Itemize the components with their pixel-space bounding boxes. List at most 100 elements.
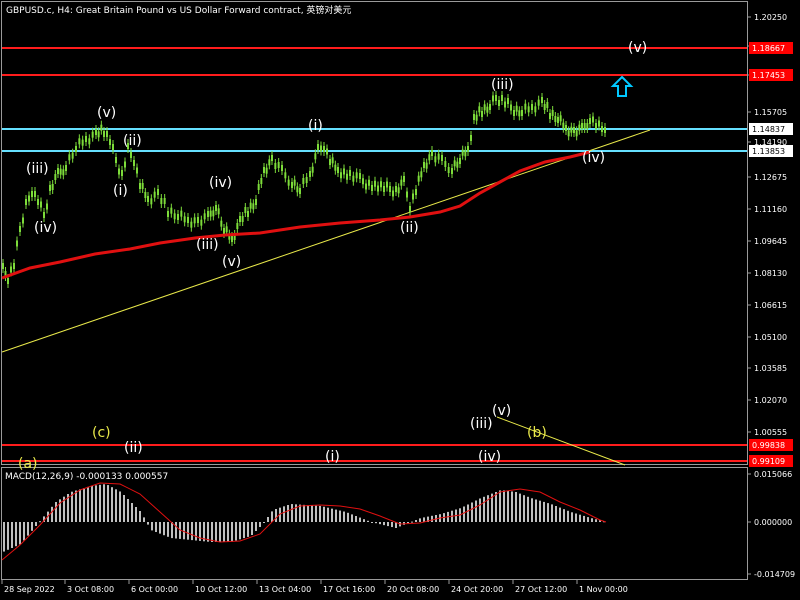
macd-bar (371, 522, 373, 523)
candle-body (527, 106, 530, 113)
macd-bar (59, 499, 61, 522)
macd-bar (287, 505, 289, 522)
candle-body (417, 175, 420, 182)
up-arrow-icon (610, 75, 634, 97)
macd-bar (303, 504, 305, 522)
candle-body (515, 105, 518, 112)
candle-body (217, 208, 220, 215)
macd-bar (267, 517, 269, 522)
candle-body (320, 145, 322, 152)
macd-bar (331, 508, 333, 522)
candle-body (589, 118, 591, 124)
candle-body (492, 95, 494, 102)
price-tick-label: 1.15705 (754, 108, 787, 117)
candle-body (531, 104, 533, 110)
candle-body (346, 173, 348, 180)
macd-bar (23, 522, 25, 541)
macd-bar (187, 522, 189, 540)
wave-label: (iv) (478, 449, 501, 465)
candle-body (478, 106, 481, 113)
candle-body (481, 111, 483, 117)
macd-bar (471, 502, 473, 522)
macd-bar (423, 517, 425, 522)
macd-bar (199, 522, 201, 541)
candle-body (190, 221, 193, 228)
time-tick-label: 20 Oct 08:00 (387, 585, 439, 594)
candle-body (200, 219, 203, 226)
candle-body (309, 171, 311, 177)
candle-body (598, 120, 600, 127)
candle-body (406, 191, 408, 198)
candle-body (109, 139, 111, 145)
macd-bar (355, 516, 357, 522)
candle-body (507, 98, 509, 104)
macd-bar (583, 515, 585, 522)
macd-bar (31, 522, 33, 531)
candle-body (81, 139, 84, 146)
candle-body (546, 102, 549, 108)
candle-body (374, 180, 376, 187)
candle-body (112, 144, 114, 150)
macd-bar (543, 501, 545, 522)
candle-body (352, 175, 355, 182)
candle-body (57, 168, 59, 174)
wave-label: (iv) (209, 175, 232, 191)
macd-bar (259, 522, 261, 527)
candle-body (7, 278, 9, 284)
macd-bar (523, 495, 525, 522)
macd-bar (599, 520, 601, 522)
ascending-trendline[interactable] (1, 129, 651, 353)
macd-histogram (3, 484, 605, 552)
macd-bar (535, 499, 537, 522)
descending-trendline[interactable] (496, 416, 626, 466)
candle-body (461, 149, 464, 156)
time-tick-label: 13 Oct 04:00 (259, 585, 311, 594)
macd-bar (595, 519, 597, 522)
candle-body (287, 179, 290, 186)
candle-body (40, 201, 42, 208)
candle-body (49, 185, 51, 191)
time-tick-label: 10 Oct 12:00 (195, 585, 247, 594)
macd-bar (11, 522, 13, 548)
candle-body (570, 126, 573, 133)
time-tick-label: 17 Oct 16:00 (323, 585, 375, 594)
candle-body (397, 187, 400, 194)
candle-body (447, 167, 450, 173)
candle-body (265, 167, 268, 174)
candle-body (54, 174, 57, 180)
price-candles (2, 91, 606, 288)
wave-label: (iii) (470, 416, 493, 432)
macd-bar (487, 495, 489, 522)
candle-body (441, 155, 443, 161)
candle-body (10, 266, 12, 273)
candle-body (456, 161, 459, 168)
candle-body (380, 181, 382, 188)
macd-bar (315, 505, 317, 522)
macd-bar (127, 499, 129, 522)
macd-bar (263, 522, 265, 523)
candle-body (483, 104, 486, 111)
macd-bar (495, 492, 497, 522)
chart-title: GBPUSD.c, H4: Great Britain Pound vs US … (6, 4, 351, 16)
candle-body (323, 146, 325, 152)
time-axis: 28 Sep 2022 3 Oct 08:00 6 Oct 00:00 10 Oct … (1, 580, 628, 594)
candle-body (386, 181, 388, 188)
candle-body (103, 131, 105, 137)
candle-body (183, 216, 186, 223)
macd-bar (491, 493, 493, 522)
price-tick-label: 1.06615 (754, 301, 787, 310)
candle-body (581, 123, 583, 129)
price-marker-box (749, 455, 793, 467)
macd-bar (531, 498, 533, 522)
candle-body (583, 123, 586, 129)
candle-body (326, 148, 328, 155)
candle-body (78, 138, 81, 145)
macd-bar (507, 490, 509, 522)
candle-body (260, 178, 263, 184)
candle-body (180, 210, 183, 217)
candle-body (268, 159, 271, 166)
candle-body (247, 211, 249, 217)
macd-bar (575, 513, 577, 522)
macd-bar (547, 503, 549, 522)
